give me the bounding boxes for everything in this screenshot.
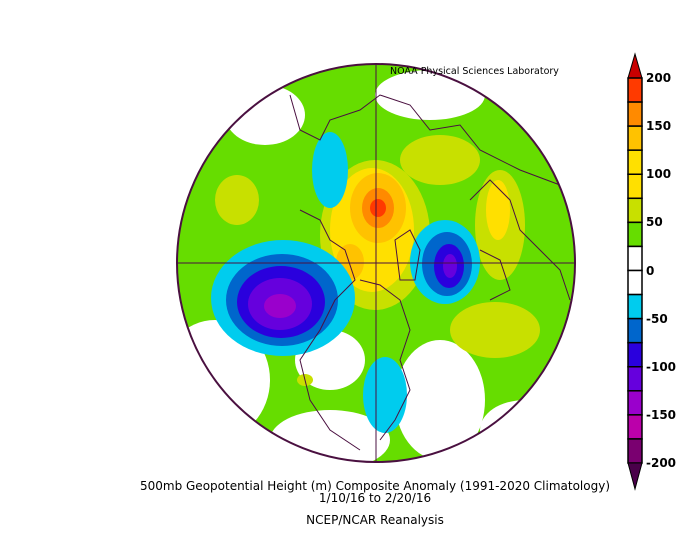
credit-label: NOAA Physical Sciences Laboratory bbox=[390, 66, 559, 77]
colorbar-box bbox=[627, 269, 643, 296]
colorbar-tick-label: 150 bbox=[646, 119, 672, 134]
colorbar-arrow-top bbox=[627, 52, 643, 79]
colorbar-box bbox=[627, 317, 643, 344]
colorbar-arrow-bottom bbox=[627, 462, 643, 491]
map-boundary bbox=[176, 63, 576, 463]
colorbar-tick-label: -50 bbox=[646, 311, 668, 326]
colorbar-tick-label: 100 bbox=[646, 167, 672, 182]
positive-patch bbox=[450, 302, 540, 358]
colorbar-box bbox=[627, 197, 643, 224]
colorbar-box bbox=[627, 293, 643, 320]
colorbar-tick-label: -200 bbox=[646, 456, 677, 470]
positive-anomaly-peak bbox=[370, 199, 386, 217]
zero-region bbox=[395, 340, 485, 460]
negative-anomaly bbox=[312, 132, 348, 208]
colorbar-tick-label: -150 bbox=[646, 407, 677, 422]
positive-patch bbox=[400, 135, 480, 185]
colorbar-tick-label: -100 bbox=[646, 359, 677, 374]
colorbar-box bbox=[627, 101, 643, 127]
zero-region bbox=[480, 400, 570, 460]
colorbar-box bbox=[627, 77, 643, 103]
colorbar-box bbox=[627, 414, 643, 440]
colorbar-box bbox=[627, 341, 643, 368]
colorbar-box bbox=[627, 245, 643, 272]
colorbar-tick-label: 0 bbox=[646, 263, 655, 278]
colorbar-tick-label: 50 bbox=[646, 215, 663, 230]
colorbar-box bbox=[627, 390, 643, 416]
colorbar-box bbox=[627, 366, 643, 392]
colorbar-box bbox=[627, 149, 643, 175]
colorbar-box bbox=[627, 221, 643, 248]
colorbar-tick-label: 200 bbox=[646, 71, 672, 85]
zero-region bbox=[225, 85, 305, 145]
negative-anomaly-peak bbox=[264, 294, 296, 318]
colorbar-box bbox=[627, 173, 643, 200]
positive-patch bbox=[215, 175, 259, 225]
data-source: NCEP/NCAR Reanalysis bbox=[306, 513, 444, 527]
colorbar-box bbox=[627, 438, 643, 464]
negative-anomaly bbox=[363, 357, 407, 433]
positive-patch bbox=[486, 180, 510, 240]
negative-anomaly-peak bbox=[443, 254, 457, 278]
zero-region bbox=[375, 70, 485, 120]
date-range: 1/10/16 to 2/20/16 bbox=[318, 491, 432, 505]
map-title: 500mb Geopotential Height (m) Composite … bbox=[139, 479, 610, 493]
anomaly-field bbox=[177, 64, 575, 462]
colorbar-box bbox=[627, 125, 643, 151]
coastlines bbox=[289, 94, 571, 451]
colorbar bbox=[627, 52, 643, 491]
